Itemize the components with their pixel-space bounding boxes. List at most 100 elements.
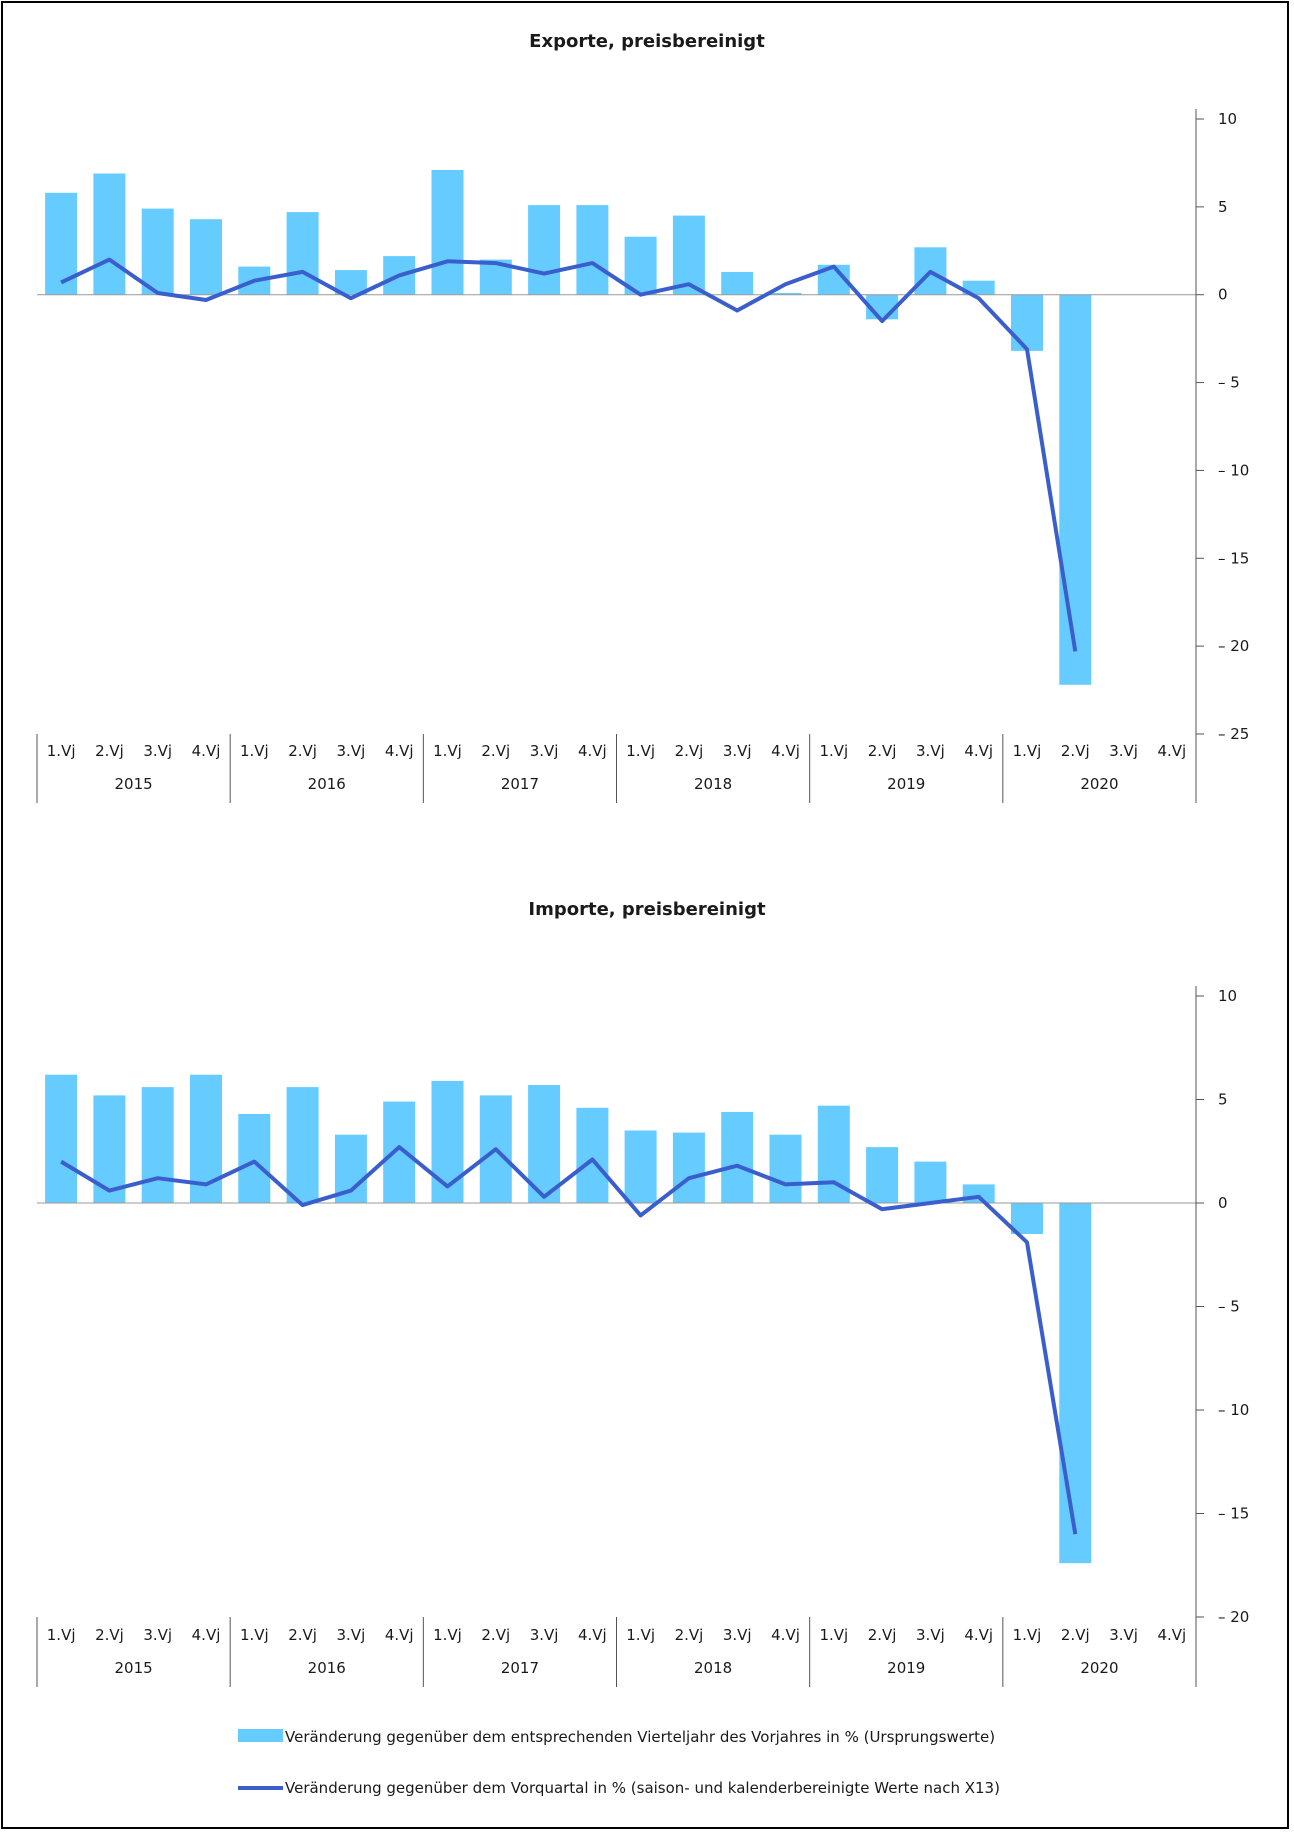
bar: [141, 208, 174, 295]
x-tick-quarter: 4.Vj: [1157, 1626, 1186, 1644]
x-tick-quarter: 3.Vj: [530, 1626, 559, 1644]
x-tick-year: 2019: [887, 1659, 925, 1677]
bar: [721, 271, 754, 295]
bar: [431, 1080, 464, 1203]
x-tick-quarter: 2.Vj: [868, 742, 897, 760]
x-tick-quarter: 3.Vj: [1109, 742, 1138, 760]
x-tick-year: 2015: [114, 775, 152, 793]
x-tick-year: 2020: [1080, 775, 1118, 793]
bar: [1059, 294, 1092, 685]
x-tick-quarter: 4.Vj: [578, 1626, 607, 1644]
x-tick-quarter: 4.Vj: [1157, 742, 1186, 760]
x-tick-quarter: 1.Vj: [240, 742, 269, 760]
x-tick-quarter: 4.Vj: [385, 742, 414, 760]
x-tick-quarter: 1.Vj: [1013, 742, 1042, 760]
x-tick-quarter: 1.Vj: [47, 1626, 76, 1644]
bar: [286, 212, 319, 295]
bar: [190, 219, 222, 295]
y-tick-label: 5: [1218, 198, 1228, 216]
line-series: [60, 257, 1078, 652]
bar: [238, 1114, 271, 1203]
y-tick-label: – 5: [1218, 374, 1240, 392]
bar: [624, 236, 657, 295]
legend-bar-label: Veränderung gegenüber dem entsprechenden…: [285, 1728, 995, 1746]
x-tick-year: 2018: [694, 1659, 732, 1677]
x-tick-year: 2016: [308, 1659, 346, 1677]
y-tick-label: 10: [1218, 987, 1237, 1005]
x-tick-quarter: 2.Vj: [675, 1626, 704, 1644]
bar: [528, 1085, 561, 1203]
x-tick-quarter: 3.Vj: [337, 742, 366, 760]
y-tick-label: 0: [1218, 286, 1228, 304]
y-tick-label: – 10: [1218, 461, 1249, 479]
chart-title: Exporte, preisbereinigt: [529, 31, 765, 52]
bar: [624, 1130, 657, 1203]
x-tick-year: 2017: [501, 775, 539, 793]
bar: [141, 1087, 174, 1203]
x-tick-quarter: 1.Vj: [819, 1626, 848, 1644]
x-tick-year: 2020: [1080, 1659, 1118, 1677]
x-tick-quarter: 4.Vj: [964, 742, 993, 760]
x-tick-quarter: 2.Vj: [288, 1626, 317, 1644]
bar: [1059, 1203, 1092, 1564]
x-tick-quarter: 2.Vj: [481, 1626, 510, 1644]
x-tick-quarter: 1.Vj: [47, 742, 76, 760]
y-tick-label: – 5: [1218, 1298, 1240, 1316]
x-tick-quarter: 3.Vj: [337, 1626, 366, 1644]
bar: [962, 280, 995, 295]
x-tick-quarter: 4.Vj: [192, 1626, 221, 1644]
x-tick-quarter: 4.Vj: [192, 742, 221, 760]
x-tick-quarter: 2.Vj: [481, 742, 510, 760]
x-tick-year: 2017: [501, 1659, 539, 1677]
legend-bar-swatch: [238, 1729, 283, 1742]
bar: [576, 205, 609, 295]
x-tick-year: 2018: [694, 775, 732, 793]
bar: [769, 1134, 802, 1203]
x-tick-quarter: 4.Vj: [771, 742, 800, 760]
bar: [672, 1132, 705, 1203]
x-tick-quarter: 2.Vj: [1061, 742, 1090, 760]
x-tick-quarter: 3.Vj: [143, 1626, 172, 1644]
y-tick-label: – 20: [1218, 637, 1249, 655]
x-tick-quarter: 3.Vj: [723, 1626, 752, 1644]
x-tick-quarter: 3.Vj: [143, 742, 172, 760]
y-tick-label: – 10: [1218, 1401, 1249, 1419]
x-tick-quarter: 2.Vj: [868, 1626, 897, 1644]
y-tick-label: – 20: [1218, 1608, 1249, 1626]
y-tick-label: 0: [1218, 1194, 1228, 1212]
chart-2: Importe, preisbereinigt 10 5 0 – 5 – 10 – 15 – …: [36, 899, 1249, 1687]
bar: [45, 192, 78, 295]
x-tick-quarter: 3.Vj: [916, 742, 945, 760]
x-tick-quarter: 1.Vj: [626, 1626, 655, 1644]
bar: [383, 1101, 416, 1203]
line-series: [60, 1145, 1078, 1535]
x-tick-year: 2019: [887, 775, 925, 793]
x-tick-quarter: 3.Vj: [530, 742, 559, 760]
x-tick-quarter: 1.Vj: [433, 1626, 462, 1644]
y-tick-label: – 15: [1218, 549, 1249, 567]
x-tick-quarter: 1.Vj: [626, 742, 655, 760]
x-tick-quarter: 2.Vj: [288, 742, 317, 760]
x-tick-quarter: 4.Vj: [964, 1626, 993, 1644]
x-tick-quarter: 1.Vj: [1013, 1626, 1042, 1644]
bar: [45, 1074, 78, 1203]
bar: [528, 205, 561, 295]
legend: Veränderung gegenüber dem entsprechenden…: [238, 1728, 1000, 1797]
x-tick-quarter: 1.Vj: [819, 742, 848, 760]
bar: [866, 1147, 899, 1203]
chart-1: Exporte, preisbereinigt 10 5 0 – 5 – 10 – 15 – …: [36, 31, 1249, 803]
y-tick-label: 10: [1218, 110, 1237, 128]
y-tick-label: – 15: [1218, 1505, 1249, 1523]
x-tick-year: 2015: [114, 1659, 152, 1677]
x-tick-quarter: 4.Vj: [771, 1626, 800, 1644]
x-tick-quarter: 1.Vj: [240, 1626, 269, 1644]
bar: [576, 1107, 609, 1203]
bar: [721, 1111, 754, 1203]
bar: [431, 170, 464, 295]
x-tick-quarter: 2.Vj: [675, 742, 704, 760]
bar: [1011, 1203, 1043, 1234]
bar: [672, 215, 705, 295]
bar: [286, 1087, 319, 1203]
chart-title: Importe, preisbereinigt: [528, 899, 766, 920]
